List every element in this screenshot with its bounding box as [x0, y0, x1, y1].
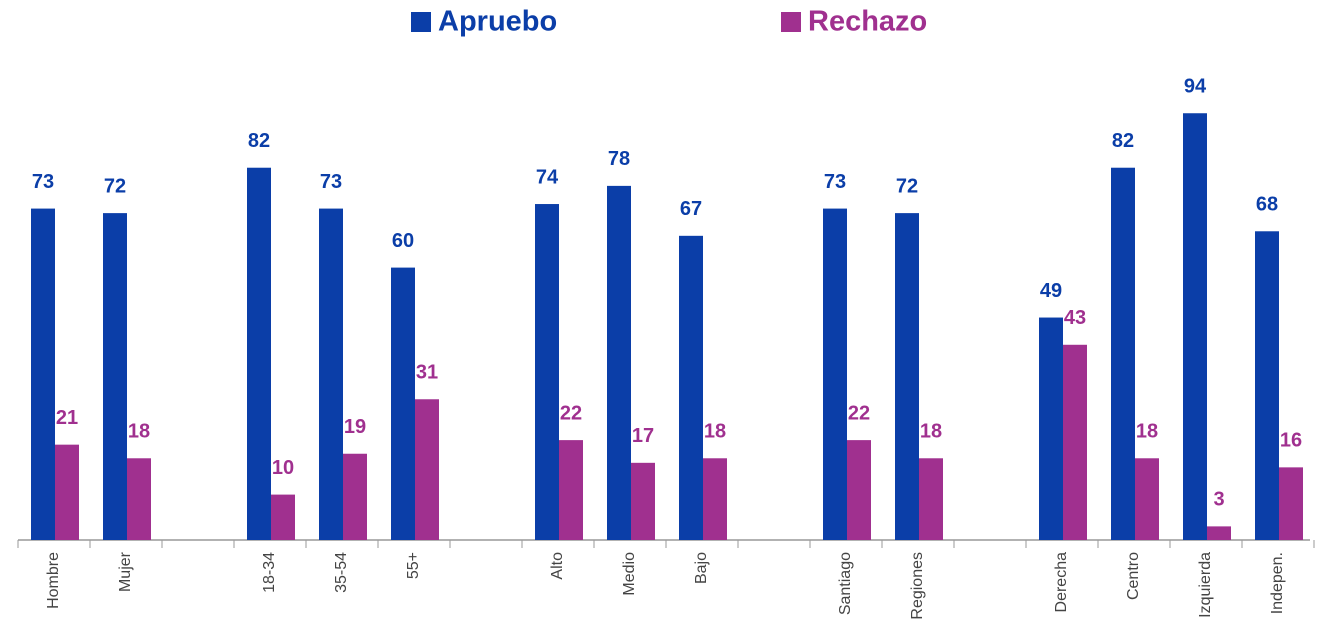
bar [1135, 458, 1159, 540]
x-tick-label: Centro [1125, 552, 1142, 600]
value-label: 73 [320, 171, 342, 193]
bar [559, 440, 583, 540]
value-label: 10 [272, 457, 294, 479]
x-tick-label: Derecha [1053, 552, 1070, 613]
x-tick-label: 35-54 [333, 552, 350, 593]
value-label: 49 [1040, 280, 1062, 302]
value-label: 31 [416, 362, 438, 384]
bar [535, 204, 559, 541]
value-label: 18 [920, 421, 942, 443]
bar [1111, 167, 1135, 540]
value-label: 18 [1136, 421, 1158, 443]
bar [103, 213, 127, 540]
bar [415, 399, 439, 540]
x-tick-label: Indepen. [1269, 552, 1286, 614]
x-tick-label: 18-34 [261, 552, 278, 593]
bar [1279, 467, 1303, 540]
bar [343, 453, 367, 540]
value-label: 43 [1064, 307, 1086, 329]
bar [895, 213, 919, 540]
x-tick-label: Mujer [117, 551, 134, 592]
bar [31, 208, 55, 540]
value-label: 18 [704, 421, 726, 443]
x-tick-label: Alto [549, 552, 566, 580]
legend-swatch [411, 12, 431, 32]
x-tick-label: Bajo [693, 552, 710, 584]
value-label: 3 [1213, 489, 1224, 511]
value-label: 78 [608, 148, 630, 170]
value-label: 72 [104, 175, 126, 197]
value-label: 68 [1256, 194, 1278, 216]
x-tick-label: Santiago [837, 552, 854, 615]
value-label: 82 [1112, 130, 1134, 152]
x-tick-label: Regiones [909, 552, 926, 620]
legend-label: Apruebo [438, 6, 557, 38]
bar [823, 208, 847, 540]
x-tick-label: Izquierda [1197, 552, 1214, 618]
bar [1207, 526, 1231, 540]
bar [1255, 231, 1279, 540]
bar [55, 444, 79, 540]
bar [1039, 317, 1063, 540]
value-label: 73 [32, 171, 54, 193]
bar [679, 235, 703, 540]
bar [319, 208, 343, 540]
bar [391, 267, 415, 540]
value-label: 17 [632, 425, 654, 447]
value-label: 19 [344, 416, 366, 438]
value-label: 18 [128, 421, 150, 443]
value-label: 73 [824, 171, 846, 193]
value-label: 22 [848, 402, 870, 424]
value-label: 16 [1280, 430, 1302, 452]
value-label: 60 [392, 230, 414, 252]
value-label: 82 [248, 130, 270, 152]
legend-swatch [781, 12, 801, 32]
bar [1183, 113, 1207, 541]
value-label: 21 [56, 407, 78, 429]
legend-label: Rechazo [808, 6, 927, 38]
bar [1063, 344, 1087, 540]
x-tick-label: 55+ [405, 552, 422, 579]
value-label: 22 [560, 402, 582, 424]
bar [247, 167, 271, 540]
bar [847, 440, 871, 540]
bar [703, 458, 727, 540]
x-tick-label: Hombre [45, 552, 62, 609]
bar [607, 185, 631, 540]
value-label: 67 [680, 198, 702, 220]
bar [631, 462, 655, 540]
x-tick-label: Medio [621, 552, 638, 596]
bar [919, 458, 943, 540]
value-label: 72 [896, 175, 918, 197]
value-label: 74 [536, 166, 559, 188]
value-label: 94 [1184, 76, 1207, 98]
bar [271, 494, 295, 540]
bar [127, 458, 151, 540]
